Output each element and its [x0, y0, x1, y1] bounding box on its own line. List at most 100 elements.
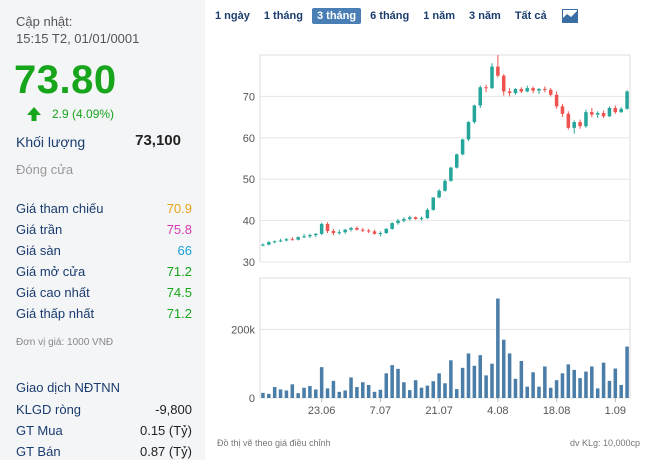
volume-bar: [513, 378, 518, 398]
price-tick-label: 30: [243, 257, 255, 269]
candle-body: [548, 89, 553, 95]
foreign-net-volume: KLGD ròng -9,800: [16, 402, 192, 417]
candle-body: [337, 232, 342, 234]
volume-bar: [560, 373, 565, 398]
candle-body: [478, 87, 482, 106]
candle-body: [331, 230, 336, 234]
chart-footnote: Đồ thị vẽ theo giá điều chỉnh: [217, 438, 331, 448]
stat-label: KLGD ròng: [16, 402, 82, 417]
candle-body: [425, 209, 430, 219]
x-tick-label: 1.09: [605, 405, 626, 417]
stock-chart: 30 40 50 60 70 0 200k 23.06 7.07 21.07 4.08 18.08 1.…: [231, 54, 631, 417]
tab-6-months[interactable]: 6 tháng: [370, 10, 410, 22]
volume-bar: [431, 381, 436, 398]
tab-1-day[interactable]: 1 ngày: [215, 10, 250, 22]
chart-type-icon[interactable]: [561, 9, 578, 23]
update-label: Cập nhật:: [16, 14, 73, 29]
volume-bar: [466, 353, 471, 398]
x-tick-label: 7.07: [370, 405, 391, 417]
volume-bar: [272, 387, 277, 398]
candle-body: [366, 230, 371, 232]
volume-bar: [366, 384, 371, 398]
stat-value: 70.9: [166, 201, 192, 216]
candle-body: [496, 66, 500, 76]
volume-bar: [296, 393, 300, 398]
candle-body: [525, 88, 529, 92]
volume-bar: [413, 380, 418, 398]
candle-body: [390, 223, 394, 229]
volume-bar: [543, 366, 547, 398]
tab-1-month[interactable]: 1 tháng: [263, 10, 303, 22]
up-arrow-icon: [27, 107, 41, 121]
stat-label: Giá thấp nhất: [16, 306, 95, 321]
price-pane-frame: [259, 54, 631, 263]
candle-body: [355, 228, 359, 230]
candle-body: [361, 229, 365, 231]
volume-bar: [454, 389, 459, 398]
stat-value: 75.8: [166, 222, 192, 237]
volume-tick-label: 0: [249, 393, 255, 405]
volume-bar: [531, 372, 535, 398]
stat-floor-price: Giá sàn 66: [16, 243, 192, 258]
candle-body: [619, 108, 623, 113]
candle-body: [507, 91, 512, 94]
tab-1-year[interactable]: 1 năm: [423, 10, 456, 22]
stat-high-price: Giá cao nhất 74.5: [16, 285, 192, 300]
price-tick-label: 70: [243, 91, 255, 103]
tab-3-years[interactable]: 3 năm: [469, 10, 501, 22]
volume-bar: [419, 387, 424, 398]
volume-bar: [625, 346, 629, 398]
volume-bar: [443, 383, 447, 398]
candle-body: [472, 105, 477, 123]
volume-bar: [554, 380, 559, 398]
candle-body: [419, 218, 424, 220]
stat-reference-price: Giá tham chiếu 70.9: [16, 201, 192, 216]
volume-tick-label: 200k: [231, 324, 255, 336]
price-tick-label: 40: [243, 216, 255, 228]
volume-bar: [449, 360, 453, 398]
candle-body: [384, 228, 389, 234]
candle-body: [372, 231, 377, 234]
volume-bar: [425, 385, 430, 398]
volume-bar: [343, 390, 347, 398]
tab-all[interactable]: Tất cả: [514, 10, 547, 22]
volume-bar: [548, 387, 553, 398]
volume-bar: [384, 373, 389, 398]
candle-body: [290, 239, 295, 241]
close-label: Đóng cửa: [16, 162, 74, 177]
candle-body: [595, 112, 600, 115]
volume-bar: [290, 384, 295, 398]
volume-bar: [525, 386, 529, 398]
volume-bar: [308, 386, 312, 398]
candle-body: [413, 217, 418, 219]
volume-bar: [460, 367, 465, 398]
volume-bar: [507, 353, 512, 398]
stat-label: Giá sàn: [16, 243, 61, 258]
volume-bar: [590, 366, 594, 398]
volume-bar: [601, 362, 606, 398]
volume-bar: [372, 391, 377, 398]
stat-value: -9,800: [155, 402, 192, 417]
candle-body: [584, 112, 588, 127]
candle-body: [378, 233, 383, 235]
candle-body: [437, 190, 441, 198]
candle-body: [454, 154, 459, 168]
volume-bar: [302, 387, 306, 398]
volume-bar: [496, 298, 500, 398]
volume-value: 73,100: [135, 132, 181, 149]
stat-value: 71.2: [166, 264, 192, 279]
update-time: 15:15 T2, 01/01/0001: [16, 31, 140, 46]
candle-body: [408, 217, 412, 219]
tab-3-months[interactable]: 3 tháng: [311, 8, 362, 24]
volume-bar: [584, 371, 588, 398]
volume-bar: [284, 390, 289, 398]
candle-body: [560, 106, 565, 114]
volume-bar: [519, 360, 524, 398]
candle-body: [578, 122, 582, 127]
x-tick-label: 4.08: [487, 405, 508, 417]
candle-body: [543, 88, 547, 90]
volume-bar: [566, 364, 571, 398]
volume-bar: [490, 363, 494, 398]
candle-body: [566, 113, 571, 128]
candle-body: [490, 66, 494, 89]
